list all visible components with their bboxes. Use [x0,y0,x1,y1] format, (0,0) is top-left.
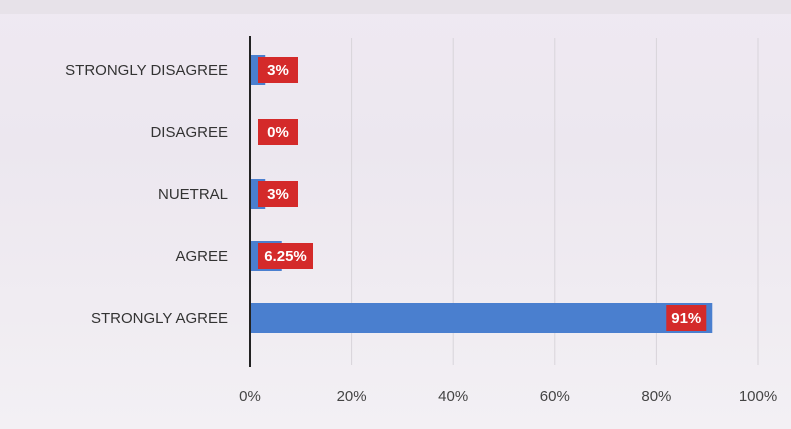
category-labels: STRONGLY DISAGREE DISAGREE NUETRAL AGREE STR… [65,62,228,327]
x-tick-label: 40% [438,388,468,405]
data-label-text: 3% [267,186,289,203]
x-tick-label: 100% [739,388,777,405]
data-label-text: 6.25% [264,248,307,265]
data-label-text: 3% [267,62,289,79]
data-label: 0% [258,119,298,145]
category-label: AGREE [175,248,228,265]
category-label: STRONGLY DISAGREE [65,62,228,79]
category-label: NUETRAL [158,186,228,203]
x-tick-label: 0% [239,388,261,405]
data-label-text: 91% [671,310,701,327]
x-tick-label: 20% [337,388,367,405]
data-label: 3% [258,57,298,83]
data-label: 91% [666,305,707,331]
data-label: 3% [258,181,298,207]
bar [250,303,713,333]
data-label-box [258,243,313,269]
data-label-box [258,181,298,207]
x-tick-label: 80% [641,388,671,405]
x-tick-labels: 0% 20% 40% 60% 80% 100% [239,388,777,405]
data-label-text: 0% [267,124,289,141]
category-label: STRONGLY AGREE [91,310,228,327]
data-label-box [258,57,298,83]
x-tick-label: 60% [540,388,570,405]
category-label: DISAGREE [150,124,228,141]
data-label-box [666,305,707,331]
data-labels: 3% 0% 3% 6.25% 91% [258,57,707,331]
bars [250,55,713,333]
data-label-box [258,119,298,145]
data-label: 6.25% [258,243,313,269]
